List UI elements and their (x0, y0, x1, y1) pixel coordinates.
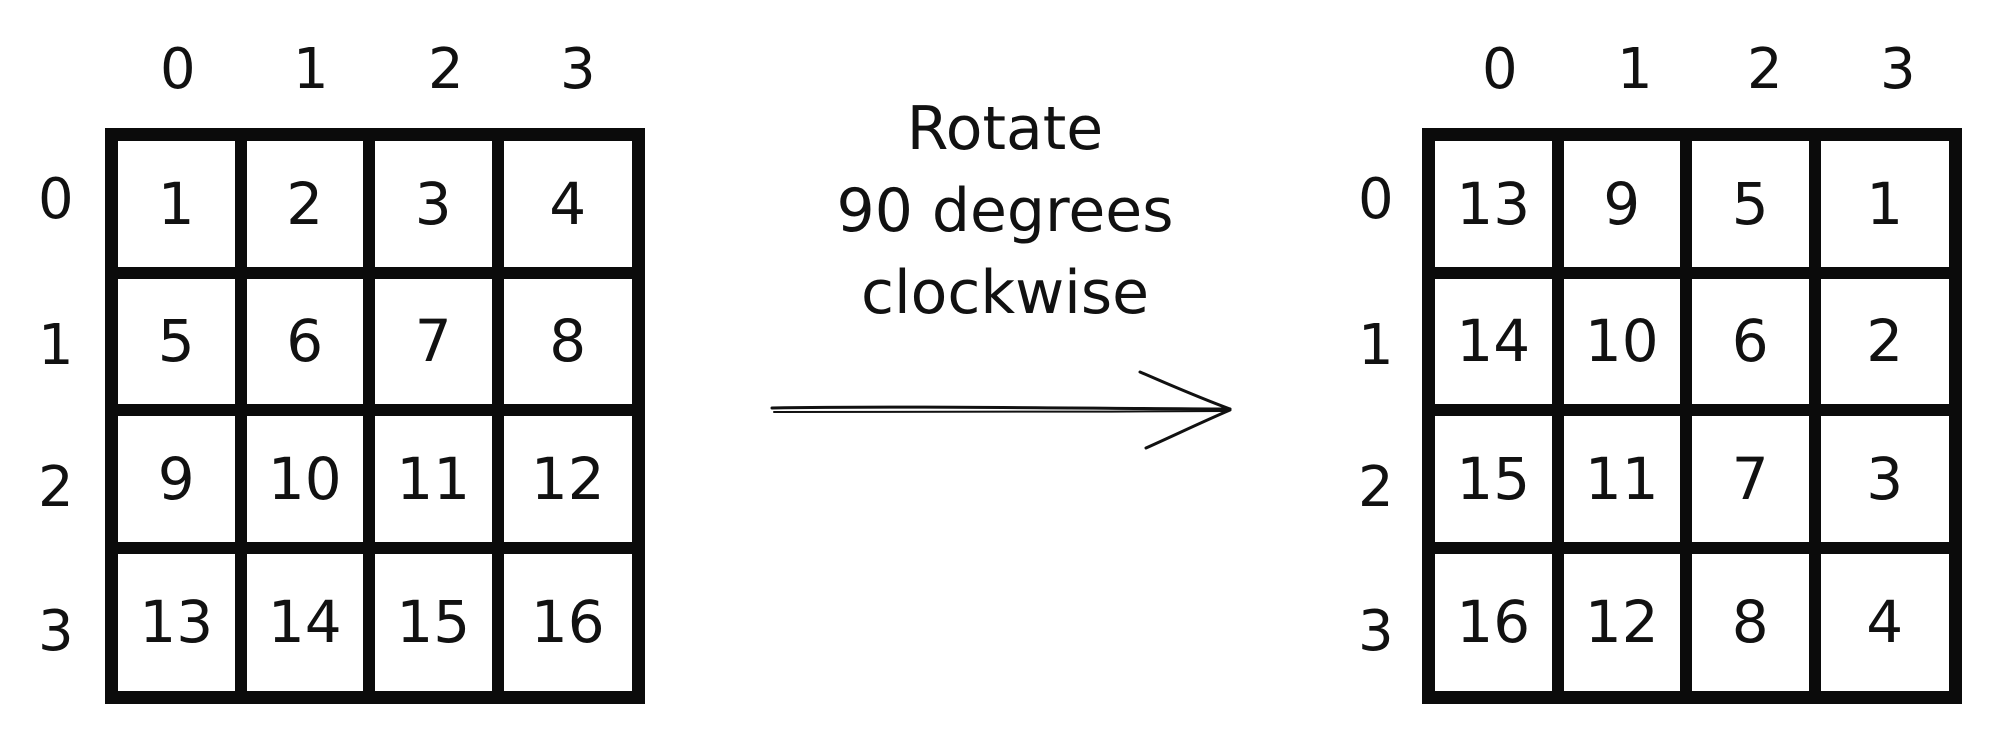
matrix-cell: 3 (1820, 416, 1949, 554)
left-col-label-0: 0 (160, 37, 196, 102)
matrix-cell: 4 (503, 141, 632, 279)
right-col-label-0: 0 (1482, 37, 1518, 102)
matrix-cell: 16 (530, 588, 605, 657)
matrix-cell: 2 (246, 141, 375, 279)
matrix-cell: 4 (1866, 588, 1904, 657)
left-col-label-1: 1 (293, 37, 329, 102)
matrix-cell: 14 (1435, 278, 1564, 416)
matrix-cell: 7 (375, 278, 504, 416)
matrix-cell: 15 (1435, 416, 1564, 554)
right-col-label-2: 2 (1747, 37, 1783, 102)
matrix-cell: 8 (1692, 553, 1821, 691)
matrix-cell: 1 (118, 141, 247, 279)
matrix-cell: 5 (118, 278, 247, 416)
matrix-cell: 12 (1564, 553, 1692, 691)
matrix-cell: 6 (246, 278, 375, 416)
rotated-matrix: 13 9 5 1 14 10 6 2 15 11 7 3 16 12 8 4 (1422, 128, 1962, 704)
matrix-cell: 1 (1820, 141, 1949, 279)
left-row-label-2: 2 (38, 455, 74, 520)
matrix-cell: 5 (1692, 141, 1821, 279)
matrix-cell: 2 (1820, 279, 1949, 416)
left-col-label-3: 3 (560, 37, 596, 102)
matrix-cell: 8 (503, 279, 632, 416)
right-row-label-2: 2 (1358, 455, 1394, 520)
matrix-cell: 12 (503, 416, 632, 554)
matrix-cell: 13 (1435, 141, 1564, 279)
matrix-cell: 11 (375, 416, 504, 554)
matrix-cell: 3 (375, 141, 504, 279)
matrix-cell: 16 (1435, 553, 1564, 691)
matrix-cell: 10 (1563, 278, 1692, 416)
matrix-cell: 9 (118, 416, 247, 554)
rotation-caption: Rotate 90 degrees clockwise (795, 88, 1215, 334)
matrix-cell: 14 (247, 553, 375, 691)
caption-line-1: Rotate (906, 94, 1104, 164)
right-arrow-icon (770, 370, 1232, 450)
left-row-label-1: 1 (38, 313, 74, 378)
matrix-cell: 7 (1692, 416, 1821, 554)
right-col-label-1: 1 (1617, 37, 1653, 102)
original-matrix: 1 2 3 4 5 6 7 8 9 10 11 12 13 14 15 16 (105, 128, 645, 704)
right-col-label-3: 3 (1880, 37, 1916, 102)
left-col-label-2: 2 (428, 37, 464, 102)
matrix-cell: 10 (246, 416, 375, 554)
right-row-label-1: 1 (1358, 313, 1394, 378)
matrix-cell: 11 (1563, 416, 1692, 554)
matrix-cell: 15 (375, 553, 504, 691)
left-row-label-0: 0 (38, 167, 74, 232)
matrix-cell: 9 (1563, 141, 1692, 279)
right-row-label-3: 3 (1358, 599, 1394, 664)
matrix-cell: 6 (1692, 278, 1821, 416)
caption-line-3: clockwise (860, 258, 1150, 328)
caption-line-2: 90 degrees (836, 176, 1174, 246)
right-row-label-0: 0 (1358, 167, 1394, 232)
matrix-cell: 13 (118, 553, 247, 691)
left-row-label-3: 3 (38, 599, 74, 664)
